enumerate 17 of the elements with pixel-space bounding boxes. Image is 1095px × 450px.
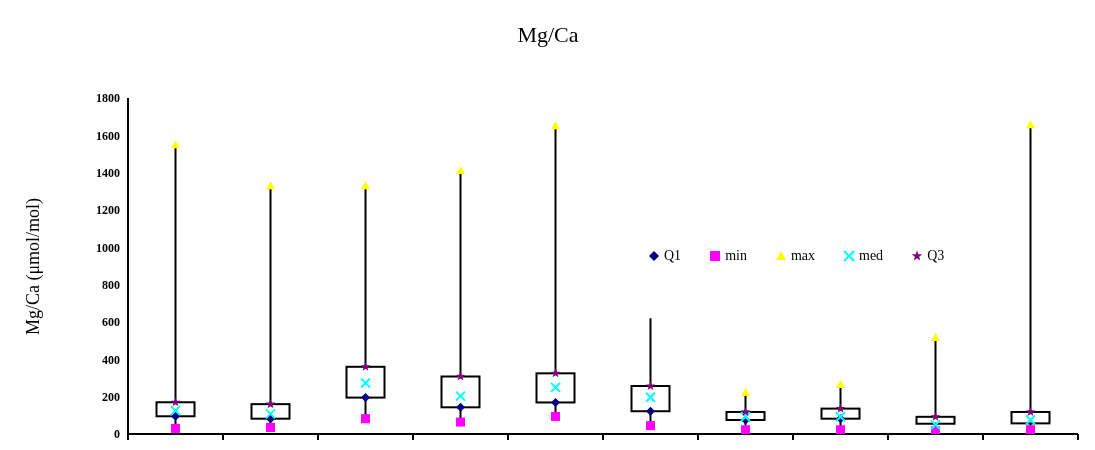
y-tick-label: 400	[102, 352, 120, 367]
y-tick-label: 1200	[96, 203, 120, 218]
legend-label: min	[725, 248, 747, 264]
y-tick-label: 1800	[96, 91, 120, 106]
legend-label: med	[859, 248, 884, 264]
y-tick-label: 200	[102, 389, 120, 404]
legend-label: Q3	[927, 248, 945, 264]
y-tick-label: 600	[102, 315, 120, 330]
y-tick-label: 1000	[96, 240, 120, 255]
legend-label: Q1	[664, 248, 682, 264]
chart-title: Mg/Ca	[516, 22, 580, 48]
y-tick-label: 800	[102, 277, 120, 292]
y-tick-label: 0	[114, 427, 120, 442]
y-tick-label: 1400	[96, 165, 120, 180]
y-axis-title: Mg/Ca (μmol/mol)	[23, 197, 45, 335]
legend-label: max	[790, 248, 816, 264]
y-tick-label: 1600	[96, 128, 120, 143]
